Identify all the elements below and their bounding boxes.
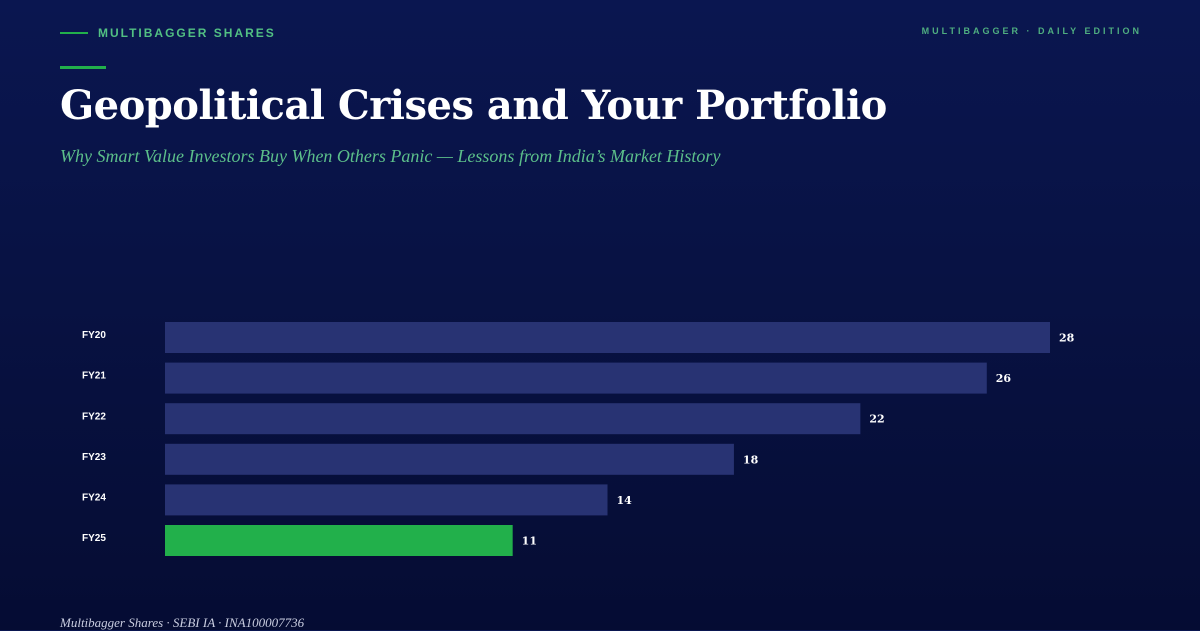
category-label-fy20: FY20: [82, 330, 106, 341]
value-label-fy22: 22: [869, 413, 884, 426]
page-subtitle: Why Smart Value Investors Buy When Other…: [60, 146, 721, 166]
value-label-fy20: 28: [1059, 332, 1075, 345]
category-label-fy23: FY23: [82, 452, 106, 463]
bar-fy21: [165, 362, 987, 394]
bar-fy23: [165, 443, 734, 475]
value-label-fy21: 26: [996, 372, 1012, 385]
category-label-fy22: FY22: [82, 411, 106, 422]
footer-disclaimer: Multibagger Shares · SEBI IA · INA100007…: [60, 615, 305, 630]
page-title: Geopolitical Crises and Your Portfolio: [60, 82, 887, 129]
category-label-fy21: FY21: [82, 371, 106, 382]
bar-fy22: [165, 403, 861, 435]
brand: MULTIBAGGER SHARES: [60, 26, 276, 40]
value-label-fy24: 14: [617, 494, 633, 507]
bar-fy20: [165, 322, 1050, 353]
bar-fy25: [165, 525, 513, 556]
category-label-fy25: FY25: [82, 533, 106, 544]
bar-fy24: [165, 484, 608, 516]
value-label-fy23: 18: [743, 453, 759, 466]
title-accent-line: [60, 66, 106, 69]
edition-label: MULTIBAGGER · DAILY EDITION: [921, 26, 1142, 36]
category-label-fy24: FY24: [82, 493, 106, 504]
brand-accent-line: [60, 32, 88, 34]
brand-name: MULTIBAGGER SHARES: [98, 26, 276, 40]
value-label-fy25: 11: [522, 535, 537, 548]
